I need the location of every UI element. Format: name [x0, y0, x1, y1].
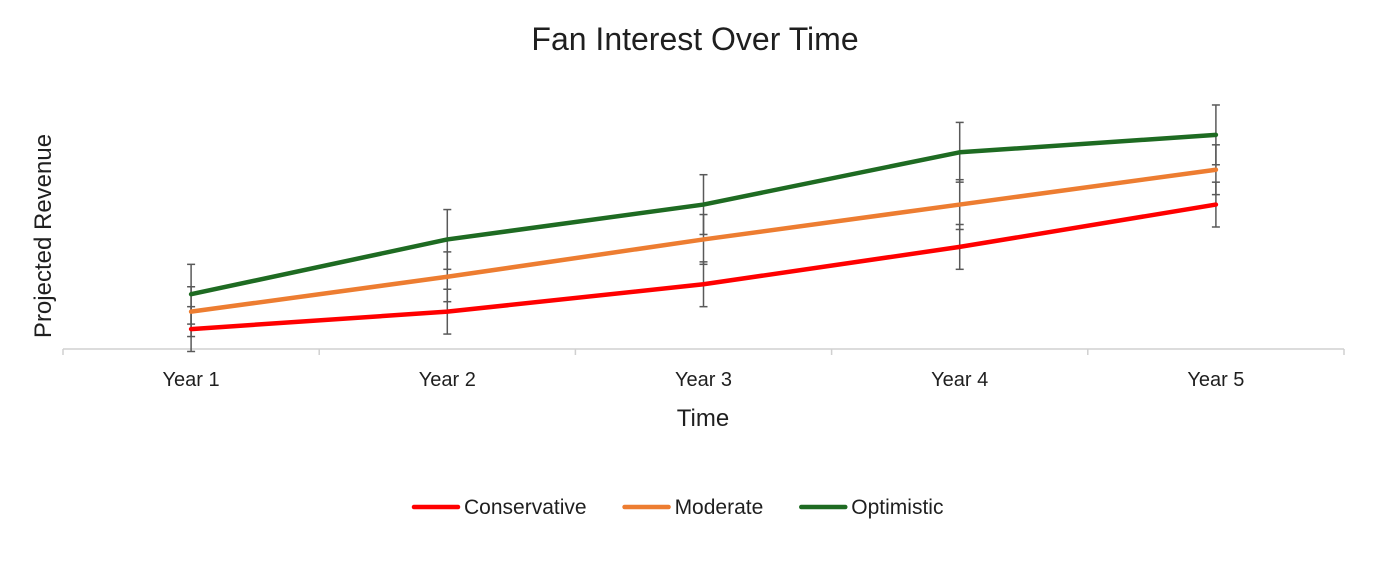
x-tick-label: Year 1	[163, 369, 220, 391]
y-axis-title: Projected Revenue	[30, 134, 57, 338]
series-line-moderate	[188, 167, 1219, 314]
series-line-conservative	[188, 202, 1219, 332]
x-tick-label: Year 5	[1187, 369, 1244, 391]
x-tick-labels: Year 1 Year 2 Year 3 Year 4 Year 5	[163, 369, 1245, 391]
legend-label: Moderate	[675, 496, 764, 519]
x-tick-label: Year 4	[931, 369, 988, 391]
legend-label: Conservative	[464, 496, 587, 519]
series-line-optimistic	[188, 132, 1219, 297]
legend-label: Optimistic	[851, 496, 943, 519]
x-axis	[62, 348, 1345, 355]
x-axis-title: Time	[677, 405, 729, 432]
x-tick-label: Year 2	[419, 369, 476, 391]
x-tick-label: Year 3	[675, 369, 732, 391]
series-lines	[188, 132, 1219, 332]
chart-title: Fan Interest Over Time	[531, 21, 858, 57]
legend: Conservative Moderate Optimistic	[411, 496, 943, 519]
